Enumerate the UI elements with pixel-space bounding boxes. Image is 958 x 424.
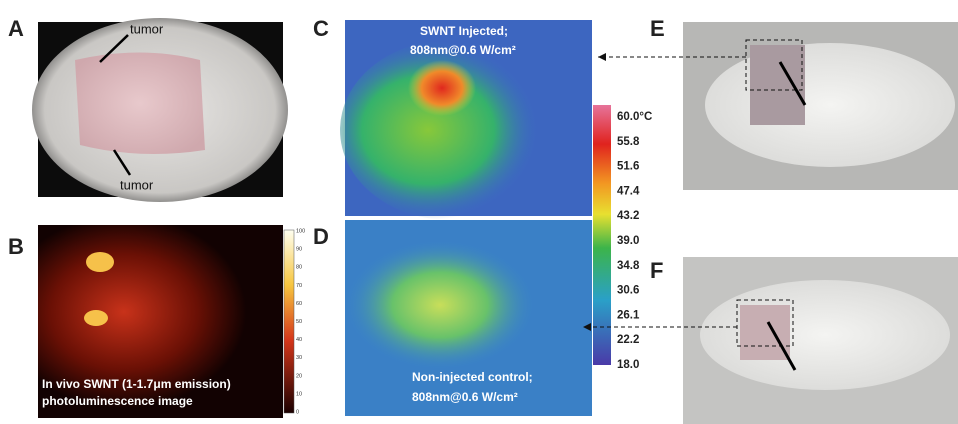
panel-label: C [313, 16, 329, 41]
colorbar-tick-label: 50 [296, 319, 302, 325]
colorbar-tick-label: 80 [296, 265, 302, 271]
temperature-label: 26.1 [617, 309, 640, 321]
panel-a [32, 18, 288, 202]
colorbar-tick-label: 0 [296, 409, 299, 415]
colorbar-tick-label: 40 [296, 337, 302, 343]
temperature-label: 30.6 [617, 285, 639, 297]
figure: A B C D E F tumor tumor In vivo SWNT (1-… [0, 0, 958, 424]
panel-label: F [650, 258, 663, 283]
temperature-colorbar [593, 105, 611, 365]
temperature-label: 34.8 [617, 260, 640, 272]
heat-spot [408, 60, 476, 116]
colorbar-tick-label: 100 [296, 228, 305, 234]
caption: photoluminescence image [42, 394, 193, 408]
skin [75, 53, 205, 155]
caption: In vivo SWNT (1-1.7μm emission) [42, 377, 231, 391]
mouse [705, 43, 955, 167]
caption: 808nm@0.6 W/cm² [412, 390, 518, 404]
caption: Non-injected control; [412, 370, 533, 384]
arrowhead [598, 53, 606, 61]
colorbar-tick-label: 60 [296, 301, 302, 307]
colorbar [284, 230, 294, 413]
temperature-labels: 60.0°C 55.8 51.6 47.4 43.2 39.0 34.8 30.6 26.1 22… [617, 111, 652, 371]
panel-e [683, 22, 958, 190]
temperature-label: 51.6 [617, 161, 639, 173]
panel-f [683, 257, 958, 424]
temperature-label: 22.2 [617, 334, 639, 346]
temperature-label: 47.4 [617, 185, 640, 197]
colorbar-tick-label: 90 [296, 247, 302, 253]
temperature-label: 43.2 [617, 210, 639, 222]
temperature-label: 18.0 [617, 359, 639, 371]
shaved-area [750, 45, 805, 125]
caption: 808nm@0.6 W/cm² [410, 43, 516, 57]
annotation: tumor [130, 21, 164, 36]
panel-label: A [8, 16, 24, 41]
panel-label: D [313, 224, 329, 249]
colorbar-tick-label: 30 [296, 355, 302, 361]
caption: SWNT Injected; [420, 24, 508, 38]
heat-region [345, 240, 535, 370]
shaved-area [740, 305, 790, 360]
colorbar-tick-label: 20 [296, 373, 302, 379]
panel-d [345, 220, 592, 416]
temperature-label: 39.0 [617, 235, 639, 247]
colorbar-tick-label: 70 [296, 283, 302, 289]
hotspot [84, 310, 108, 326]
panel-label: E [650, 16, 665, 41]
colorbar-tick-label: 10 [296, 391, 302, 397]
annotation: tumor [120, 177, 154, 192]
temperature-label: 55.8 [617, 136, 640, 148]
hotspot [86, 252, 114, 272]
panel-label: B [8, 234, 24, 259]
temperature-label: 60.0°C [617, 111, 652, 123]
